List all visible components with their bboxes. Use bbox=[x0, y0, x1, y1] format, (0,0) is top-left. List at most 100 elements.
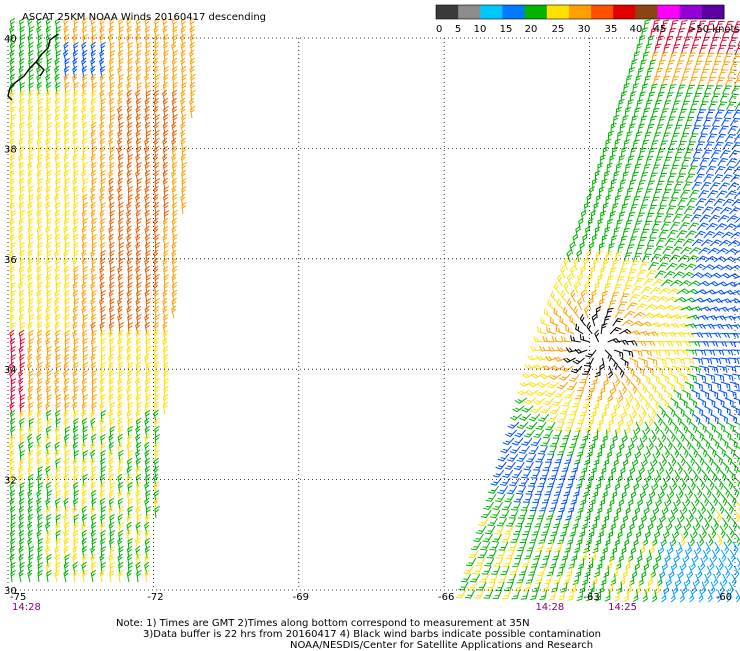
wind-barb bbox=[624, 502, 631, 514]
wind-barb bbox=[665, 486, 674, 498]
wind-barb bbox=[36, 258, 44, 270]
wind-barb bbox=[501, 443, 512, 455]
wind-barb bbox=[661, 366, 673, 374]
wind-barb bbox=[622, 319, 634, 330]
wind-barb bbox=[723, 198, 734, 210]
wind-barb bbox=[28, 226, 35, 238]
wind-barb bbox=[649, 374, 661, 384]
wind-barb bbox=[714, 558, 724, 570]
wind-barb bbox=[73, 34, 80, 46]
wind-barb bbox=[653, 550, 661, 562]
wind-barb bbox=[550, 370, 562, 381]
wind-barb bbox=[646, 332, 658, 339]
wind-barb bbox=[722, 231, 734, 242]
wind-barb bbox=[607, 275, 613, 287]
wind-barb bbox=[628, 462, 636, 474]
wind-barb bbox=[563, 258, 572, 270]
map-title: ASCAT 25KM NOAA Winds 20160417 descendin… bbox=[22, 12, 266, 23]
wind-barb bbox=[622, 422, 630, 434]
wind-barb bbox=[727, 574, 737, 586]
wind-barb bbox=[10, 122, 17, 134]
wind-barb bbox=[626, 75, 632, 86]
wind-barb bbox=[145, 114, 152, 126]
wind-barb bbox=[605, 590, 610, 601]
wind-barb bbox=[27, 490, 35, 502]
wind-barb bbox=[637, 462, 645, 474]
wind-barb bbox=[686, 590, 694, 602]
wind-barb bbox=[726, 307, 738, 315]
wind-barb bbox=[625, 470, 632, 482]
wind-barb bbox=[691, 518, 701, 530]
wind-barb bbox=[18, 154, 26, 166]
wind-barb bbox=[162, 154, 170, 166]
wind-barb bbox=[127, 170, 134, 182]
wind-barb bbox=[18, 370, 26, 382]
wind-barb bbox=[45, 434, 53, 446]
lat-tick-label: 34 bbox=[4, 365, 17, 376]
wind-barb bbox=[54, 306, 62, 318]
wind-barb bbox=[118, 570, 124, 582]
wind-barb bbox=[723, 398, 735, 407]
wind-barb bbox=[655, 462, 664, 474]
wind-barb bbox=[520, 378, 532, 388]
wind-barb bbox=[625, 414, 634, 426]
wind-barb bbox=[90, 66, 98, 78]
wind-barb bbox=[628, 406, 638, 418]
wind-barb bbox=[510, 410, 522, 421]
wind-barb bbox=[633, 502, 640, 514]
wind-barb bbox=[585, 347, 596, 359]
wind-barb bbox=[681, 306, 693, 315]
wind-barb bbox=[670, 279, 682, 290]
wind-barb bbox=[162, 338, 170, 350]
legend-swatch bbox=[525, 5, 548, 19]
wind-barb bbox=[647, 486, 655, 498]
wind-barb bbox=[621, 454, 628, 466]
lon-tick-label: -63 bbox=[583, 592, 599, 603]
wind-barb bbox=[692, 542, 701, 554]
wind-barb bbox=[63, 258, 71, 270]
wind-barb bbox=[697, 582, 706, 594]
wind-barb bbox=[90, 506, 98, 518]
wind-barb bbox=[670, 582, 678, 594]
wind-barb bbox=[90, 546, 98, 558]
wind-barb bbox=[643, 526, 651, 538]
wind-barb bbox=[599, 382, 605, 393]
wind-barb bbox=[81, 410, 89, 422]
wind-barb bbox=[579, 334, 591, 342]
wind-barb bbox=[713, 290, 725, 299]
wind-barb bbox=[117, 418, 125, 430]
wind-barb bbox=[615, 390, 624, 402]
wind-barb bbox=[144, 138, 152, 150]
wind-barb bbox=[679, 279, 691, 290]
wind-barb bbox=[676, 566, 684, 578]
wind-barb bbox=[154, 170, 160, 182]
wind-barb bbox=[37, 210, 44, 222]
wind-barb bbox=[658, 454, 668, 466]
wind-barb bbox=[658, 323, 670, 331]
wind-barb bbox=[629, 123, 635, 135]
wind-barb bbox=[55, 114, 62, 126]
wind-barb bbox=[10, 266, 17, 278]
wind-barb bbox=[145, 162, 152, 174]
wind-barb bbox=[27, 202, 35, 214]
wind-barb bbox=[615, 139, 621, 150]
wind-barb bbox=[81, 250, 89, 262]
wind-barb bbox=[525, 361, 537, 369]
wind-barb bbox=[172, 98, 179, 110]
wind-barb bbox=[652, 278, 663, 290]
wind-barb bbox=[566, 250, 574, 262]
wind-barb bbox=[136, 130, 143, 142]
wind-barb bbox=[657, 566, 665, 578]
pass-time-label: 14:28 bbox=[535, 602, 564, 613]
wind-barb bbox=[706, 222, 717, 233]
legend-label: 15 bbox=[500, 24, 513, 35]
wind-barb bbox=[118, 194, 125, 206]
wind-barb bbox=[522, 402, 534, 413]
wind-barb bbox=[626, 494, 633, 506]
wind-barb bbox=[64, 122, 71, 134]
lat-tick-label: 38 bbox=[4, 144, 17, 155]
wind-barb bbox=[690, 246, 701, 257]
wind-barb bbox=[135, 58, 143, 70]
wind-barb bbox=[720, 406, 732, 415]
